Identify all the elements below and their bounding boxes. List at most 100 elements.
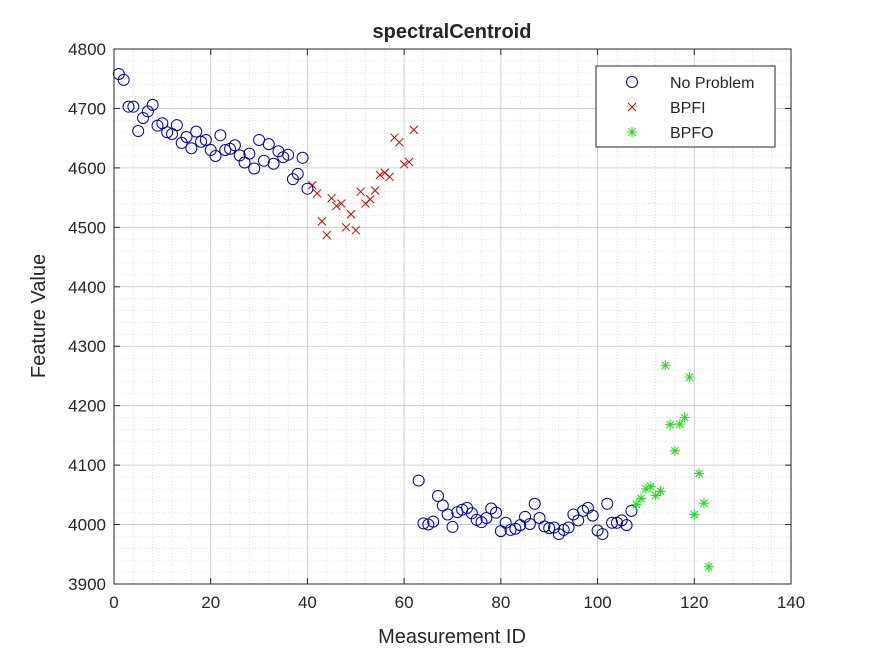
- data-point-circle: [301, 182, 314, 195]
- data-point-x: [356, 187, 365, 197]
- data-point-circle: [180, 130, 193, 143]
- data-point-x: [346, 209, 356, 219]
- y-axis-label: Feature Value: [28, 254, 50, 378]
- y-tick-label: 4400: [68, 278, 106, 297]
- legend-entry: BPFO: [627, 125, 714, 142]
- y-tick-label: 4800: [68, 40, 106, 59]
- data-point-circle: [161, 126, 174, 139]
- data-point-x: [409, 125, 419, 135]
- data-point-circle: [243, 147, 256, 160]
- data-point-circle: [122, 100, 135, 113]
- legend-label: BPFI: [670, 100, 706, 117]
- data-point-asterisk: [679, 412, 690, 423]
- data-point-asterisk: [689, 509, 700, 520]
- data-point-x: [370, 186, 380, 195]
- y-tick-label: 4100: [68, 456, 106, 475]
- y-tick-labels: 3900 4000 4100 4200 4300 4400 4500 4600 4700 4800: [68, 40, 106, 594]
- data-point-circle: [228, 139, 241, 152]
- legend: No Problem BPFI BPFO: [595, 65, 776, 148]
- legend-entry: BPFI: [627, 100, 706, 117]
- data-point-circle: [480, 512, 493, 525]
- data-point-circle: [528, 497, 541, 510]
- data-point-circle: [548, 521, 561, 534]
- data-point-x: [394, 137, 404, 147]
- data-point-circle: [127, 100, 140, 113]
- data-point-circle: [412, 474, 425, 487]
- data-point-asterisk: [640, 483, 651, 494]
- data-point-circle: [620, 519, 633, 532]
- data-point-circle: [248, 162, 261, 175]
- data-point-circle: [562, 521, 575, 534]
- series-layer: [112, 67, 714, 572]
- ticks: [113, 48, 792, 585]
- x-tick-label: 60: [395, 593, 414, 612]
- legend-label: BPFO: [670, 125, 714, 142]
- data-point-circle: [625, 504, 638, 517]
- data-point-asterisk: [636, 493, 647, 504]
- data-point-circle: [282, 148, 295, 161]
- data-point-asterisk: [650, 490, 661, 501]
- x-tick-label: 40: [298, 593, 317, 612]
- data-point-circle: [427, 515, 440, 528]
- legend-label: No Problem: [670, 75, 754, 92]
- plot-frame: [113, 48, 792, 585]
- y-tick-label: 4700: [68, 99, 106, 118]
- x-tick-label: 140: [777, 593, 805, 612]
- chart-title: spectralCentroid: [373, 21, 532, 43]
- data-point-circle: [137, 111, 150, 124]
- data-point-x: [341, 222, 351, 232]
- data-point-circle: [219, 144, 232, 157]
- data-point-circle: [538, 520, 551, 533]
- data-point-asterisk: [674, 419, 685, 430]
- data-point-asterisk: [669, 445, 680, 456]
- data-point-circle: [199, 133, 212, 146]
- data-point-asterisk: [703, 561, 714, 572]
- data-point-circle: [141, 105, 154, 118]
- data-point-circle: [504, 523, 517, 536]
- data-point-circle: [132, 125, 145, 138]
- data-point-x: [404, 157, 414, 167]
- y-tick-label: 4500: [68, 218, 106, 237]
- y-tick-label: 4000: [68, 516, 106, 535]
- data-point-circle: [170, 119, 183, 132]
- data-point-asterisk: [627, 127, 637, 137]
- data-point-circle: [417, 517, 430, 530]
- data-point-circle: [262, 138, 275, 151]
- data-point-circle: [596, 528, 609, 541]
- data-point-x: [627, 102, 637, 112]
- data-point-x: [322, 230, 332, 240]
- data-point-asterisk: [665, 419, 676, 430]
- data-point-x: [336, 199, 346, 208]
- data-point-circle: [209, 150, 222, 162]
- data-point-circle: [572, 514, 585, 527]
- data-point-circle: [431, 490, 444, 503]
- data-point-asterisk: [645, 481, 656, 492]
- data-point-x: [385, 172, 394, 182]
- data-point-x: [307, 180, 317, 190]
- data-point-circle: [490, 506, 503, 519]
- data-point-circle: [465, 507, 478, 520]
- series-bpfo: [631, 360, 714, 572]
- x-tick-labels: 0 20 40 60 80 100 120 140: [109, 593, 805, 612]
- x-tick-label: 80: [491, 593, 510, 612]
- data-point-circle: [185, 142, 198, 155]
- series-no-problem: [112, 67, 638, 541]
- data-point-circle: [601, 497, 614, 510]
- y-tick-label: 4300: [68, 337, 106, 356]
- data-point-circle: [615, 514, 628, 527]
- x-axis-label: Measurement ID: [378, 626, 526, 648]
- data-point-asterisk: [698, 498, 709, 509]
- data-point-x: [351, 225, 361, 235]
- data-point-circle: [190, 125, 203, 138]
- data-point-circle: [117, 73, 130, 86]
- x-tick-label: 100: [583, 593, 611, 612]
- data-point-circle: [606, 516, 619, 529]
- data-point-circle: [543, 522, 556, 535]
- x-tick-label: 120: [680, 593, 708, 612]
- y-tick-label: 4600: [68, 159, 106, 178]
- legend-box: [595, 65, 776, 148]
- data-point-x: [332, 201, 341, 211]
- data-point-circle: [291, 167, 304, 180]
- data-point-circle: [195, 135, 208, 148]
